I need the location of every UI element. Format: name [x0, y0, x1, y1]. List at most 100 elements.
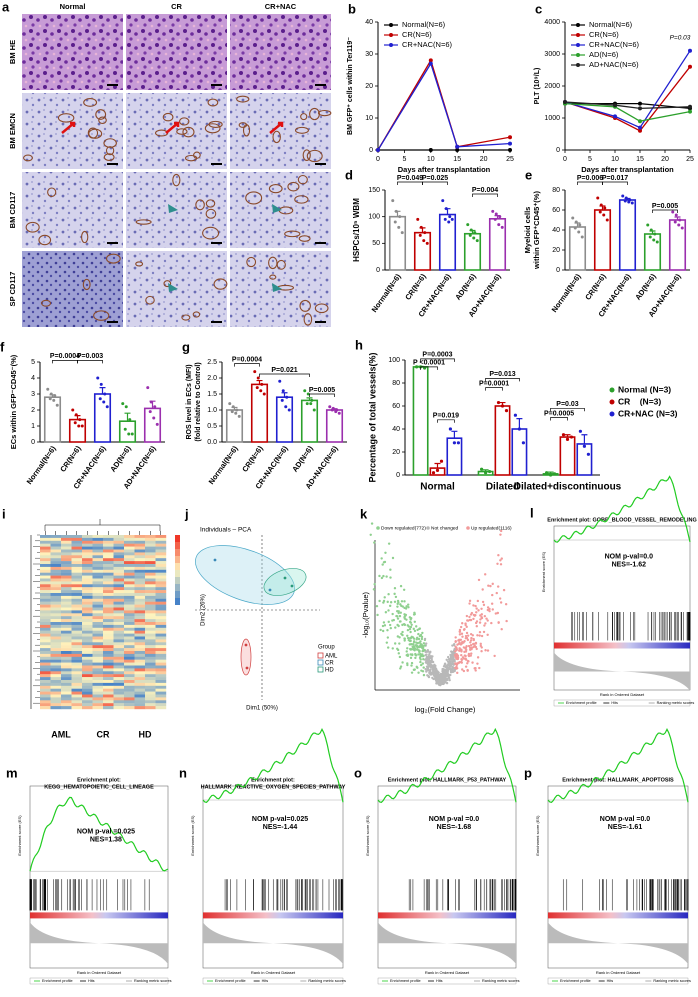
data-point [447, 220, 451, 224]
heatmap-cell [155, 595, 167, 599]
volcano-dot [426, 657, 429, 660]
stain [297, 174, 308, 185]
enrichment-curve [553, 475, 691, 543]
heatmap-cell [92, 685, 104, 689]
legend-label: Enrichment profile [566, 701, 597, 705]
row-label: BM HE [8, 40, 17, 64]
data-point [448, 215, 452, 219]
data-point [439, 459, 444, 463]
stain [309, 107, 320, 121]
legend-frame [553, 699, 691, 707]
stain [317, 109, 332, 117]
heatmap-cell [40, 587, 51, 591]
colorbar [175, 584, 180, 591]
volcano-dot [446, 678, 449, 682]
heatmap-cell [124, 691, 135, 695]
heatmap-cell [113, 636, 125, 640]
panel-label: e [525, 167, 532, 182]
heatmap-cell [155, 613, 167, 617]
heatmap-cell [113, 659, 125, 663]
data-point [55, 403, 59, 407]
heatmap-cell [92, 598, 104, 602]
heatmap-cell [134, 691, 146, 695]
stain [98, 116, 107, 125]
volcano-dot [466, 669, 469, 672]
volcano-dot [391, 647, 394, 650]
heatmap-cell [50, 645, 62, 649]
heatmap-cell [134, 604, 146, 608]
heatmap-cell [124, 540, 135, 544]
heatmap-cell [50, 543, 62, 547]
heatmap-cell [50, 595, 62, 599]
heatmap-cell [82, 665, 93, 669]
heatmap-cell [145, 685, 156, 689]
point [638, 128, 642, 133]
annotation: P=0.0004 [50, 353, 80, 360]
heatmap-cell [92, 561, 104, 565]
heatmap-cell [134, 595, 146, 599]
heatmap-cell [103, 604, 114, 608]
heatmap-cell [155, 653, 167, 657]
heatmap-cell [82, 535, 93, 539]
heatmap-cell [103, 616, 114, 620]
micrograph [22, 251, 123, 327]
stain [294, 126, 309, 134]
error-bar [564, 434, 571, 438]
heatmap-cell [155, 671, 167, 675]
heatmap-cell [145, 697, 156, 701]
stain [103, 138, 117, 148]
heatmap-cell [61, 543, 72, 547]
volcano-dot [406, 647, 409, 650]
volcano-dot [468, 599, 472, 603]
volcano-dot [414, 644, 418, 647]
data-point [260, 382, 264, 386]
heatmap-cell [134, 653, 146, 657]
volcano-dot [392, 618, 395, 622]
y-axis-label: Myeloid cells [523, 207, 532, 254]
volcano-dot [393, 592, 396, 596]
heatmap-cell [61, 659, 72, 663]
volcano-dot [454, 640, 457, 644]
heatmap-cell [40, 656, 51, 660]
heatmap-cell [155, 572, 167, 576]
x-axis-label: Rank in Ordered Dataset [600, 692, 645, 697]
volcano-dot [389, 601, 393, 604]
data-point [425, 241, 429, 245]
volcano-dot [408, 627, 412, 631]
heatmap-cell [155, 575, 167, 579]
heatmap-cell [40, 616, 51, 620]
data-point [105, 405, 109, 409]
annotation: P=0.005 [652, 203, 678, 210]
volcano-dot [409, 643, 412, 646]
bar [438, 213, 457, 271]
heatmap-cell [145, 622, 156, 626]
data-point [565, 437, 570, 441]
heatmap-cell [124, 636, 135, 640]
data-point [648, 235, 652, 239]
heatmap-cell [50, 601, 62, 605]
heatmap-cell [113, 549, 125, 553]
heatmap-cell [50, 578, 62, 582]
stain [103, 153, 115, 162]
heatmap-cell [40, 578, 51, 582]
heatmap-cell [155, 578, 167, 582]
heatmap-cell [71, 590, 83, 594]
heatmap-cell [92, 671, 104, 675]
heatmap-cell [82, 662, 93, 666]
heatmap-cell [134, 598, 146, 602]
heatmap-cell [40, 564, 51, 568]
bar [225, 409, 244, 443]
panel-label: i [2, 506, 6, 521]
volcano-dot [422, 642, 426, 645]
data-point [488, 469, 492, 474]
stain [298, 235, 311, 242]
heatmap-cell [82, 552, 93, 556]
heatmap-cell [155, 587, 167, 591]
heatmap-cell [145, 540, 156, 544]
y-axis-label: within GFP⁺CD45⁺(%) [532, 191, 541, 270]
stain [192, 311, 201, 318]
volcano-dot [465, 648, 468, 652]
heatmap-cell [145, 552, 156, 556]
stain [303, 313, 313, 326]
heatmap-cell [155, 558, 167, 562]
